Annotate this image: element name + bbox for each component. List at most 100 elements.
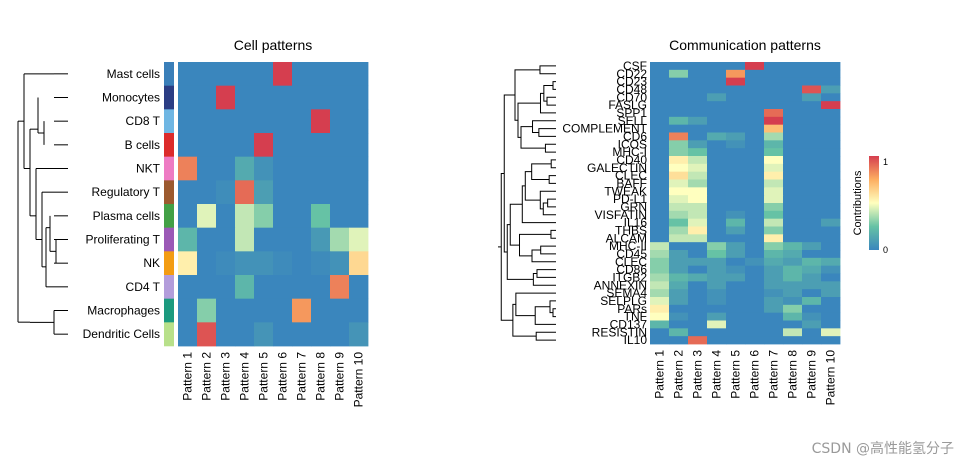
heatmap-cell	[707, 289, 727, 298]
heatmap-cell	[783, 273, 803, 282]
dendrogram-branch	[552, 81, 556, 90]
heatmap-cell	[726, 124, 746, 133]
heatmap-cell	[764, 281, 784, 290]
heatmap-cell	[707, 77, 727, 86]
dendrogram-branch	[503, 94, 515, 253]
heatmap-cell	[821, 148, 841, 157]
heatmap-cell	[688, 203, 708, 212]
heatmap-cell	[292, 251, 312, 276]
heatmap-cell	[821, 187, 841, 196]
heatmap-cell	[764, 93, 784, 102]
heatmap-cell	[745, 116, 765, 126]
heatmap-cell	[235, 156, 255, 181]
heatmap-cell	[292, 133, 312, 158]
heatmap-cell	[688, 179, 708, 188]
heatmap-cell	[650, 304, 670, 314]
cell-patterns-title: Cell patterns	[234, 37, 313, 53]
heatmap-cell	[650, 124, 670, 133]
heatmap-cell	[216, 204, 236, 229]
heatmap-cell	[707, 312, 727, 321]
heatmap-cell	[273, 133, 293, 158]
column-label: Pattern 9	[805, 350, 819, 399]
row-label: Regulatory T	[92, 185, 161, 199]
dendrogram-branch	[542, 202, 556, 216]
row-label: CD22	[616, 67, 647, 81]
heatmap-cell	[688, 171, 708, 180]
heatmap-cell	[669, 124, 689, 133]
heatmap-cell	[216, 156, 236, 181]
dendrogram-branch	[532, 120, 556, 133]
heatmap-cell	[783, 163, 803, 173]
heatmap-cell	[764, 210, 784, 220]
row-label: SEMA4	[606, 286, 647, 300]
heatmap-cell	[726, 171, 746, 180]
heatmap-cell	[726, 85, 746, 94]
heatmap-cell	[764, 116, 784, 126]
heatmap-cell	[764, 140, 784, 149]
row-label: ALCAM	[606, 231, 647, 245]
heatmap-cell	[688, 328, 708, 337]
heatmap-cell	[802, 187, 822, 196]
heatmap-cell	[783, 148, 803, 157]
heatmap-cell	[650, 281, 670, 290]
heatmap-cell	[726, 234, 746, 243]
heatmap-cell	[235, 180, 255, 205]
heatmap-cell	[273, 109, 293, 134]
column-label: Pattern 6	[276, 352, 290, 401]
heatmap-cell	[802, 116, 822, 126]
heatmap-cell	[745, 163, 765, 173]
dendrogram-branch	[509, 203, 523, 246]
heatmap-cell	[330, 275, 350, 300]
heatmap-cell	[726, 210, 746, 220]
heatmap-cell	[197, 275, 217, 300]
column-label: Pattern 7	[295, 352, 309, 401]
heatmap-cell	[802, 273, 822, 282]
heatmap-cell	[197, 62, 217, 87]
heatmap-cell	[726, 273, 746, 282]
column-label: Pattern 8	[786, 350, 800, 399]
heatmap-cell	[745, 124, 765, 133]
heatmap-cell	[745, 85, 765, 94]
heatmap-cell	[707, 250, 727, 259]
row-label: IL16	[624, 216, 648, 230]
heatmap-cell	[650, 328, 670, 337]
heatmap-cell	[235, 62, 255, 87]
heatmap-cell	[688, 116, 708, 126]
heatmap-cell	[726, 109, 746, 118]
heatmap-cell	[707, 62, 727, 71]
heatmap-cell	[650, 250, 670, 259]
heatmap-cell	[669, 257, 689, 267]
heatmap-cell	[216, 109, 236, 134]
heatmap-cell	[821, 93, 841, 102]
heatmap-cell	[802, 171, 822, 180]
heatmap-cell	[178, 156, 198, 181]
heatmap-cell	[349, 180, 369, 205]
row-label: VISFATIN	[595, 208, 647, 222]
heatmap-cell	[178, 109, 198, 134]
heatmap-cell	[688, 187, 708, 196]
heatmap-cell	[650, 336, 670, 345]
heatmap-cell	[235, 109, 255, 134]
dendrogram-branch	[550, 229, 556, 239]
heatmap-cell	[216, 133, 236, 158]
heatmap-cell	[330, 85, 350, 110]
heatmap-cell	[745, 257, 765, 267]
heatmap-cell	[802, 250, 822, 259]
heatmap-cell	[216, 275, 236, 300]
heatmap-cell	[669, 312, 689, 321]
heatmap-cell	[764, 163, 784, 173]
heatmap-cell	[349, 133, 369, 158]
heatmap-cell	[802, 336, 822, 345]
cell-type-annotation-swatch	[164, 133, 174, 157]
communication-patterns-heatmap	[650, 62, 841, 345]
heatmap-cell	[764, 234, 784, 243]
heatmap-cell	[802, 101, 822, 110]
row-label: NK	[143, 256, 160, 270]
heatmap-cell	[254, 322, 274, 347]
heatmap-cell	[688, 242, 708, 251]
row-label: NKT	[136, 162, 161, 176]
heatmap-cell	[311, 180, 331, 205]
column-label: Pattern 5	[729, 350, 743, 399]
heatmap-cell	[216, 322, 236, 347]
dendrogram-branch	[539, 92, 556, 114]
